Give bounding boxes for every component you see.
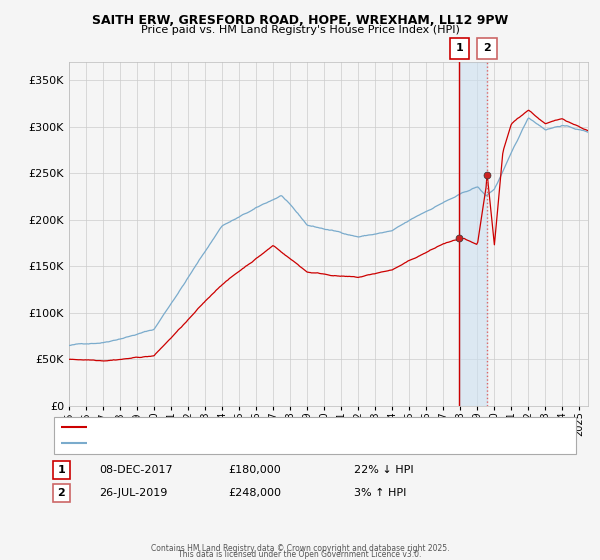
Text: HPI: Average price, detached house, Flintshire: HPI: Average price, detached house, Flin… [91,438,317,449]
Text: Price paid vs. HM Land Registry's House Price Index (HPI): Price paid vs. HM Land Registry's House … [140,25,460,35]
Text: 26-JUL-2019: 26-JUL-2019 [99,488,167,498]
Text: 1: 1 [58,465,65,475]
Text: 22% ↓ HPI: 22% ↓ HPI [354,465,413,475]
Text: 08-DEC-2017: 08-DEC-2017 [99,465,173,475]
Text: This data is licensed under the Open Government Licence v3.0.: This data is licensed under the Open Gov… [178,550,422,559]
Text: 2: 2 [58,488,65,498]
Text: Contains HM Land Registry data © Crown copyright and database right 2025.: Contains HM Land Registry data © Crown c… [151,544,449,553]
Text: SAITH ERW, GRESFORD ROAD, HOPE, WREXHAM, LL12 9PW: SAITH ERW, GRESFORD ROAD, HOPE, WREXHAM,… [92,14,508,27]
Text: £180,000: £180,000 [228,465,281,475]
Text: 2: 2 [483,43,491,53]
Text: 1: 1 [455,43,463,53]
Text: £248,000: £248,000 [228,488,281,498]
Bar [459,62,487,406]
Text: 3% ↑ HPI: 3% ↑ HPI [354,488,406,498]
Text: SAITH ERW, GRESFORD ROAD, HOPE, WREXHAM, LL12 9PW (detached house): SAITH ERW, GRESFORD ROAD, HOPE, WREXHAM,… [91,422,473,432]
